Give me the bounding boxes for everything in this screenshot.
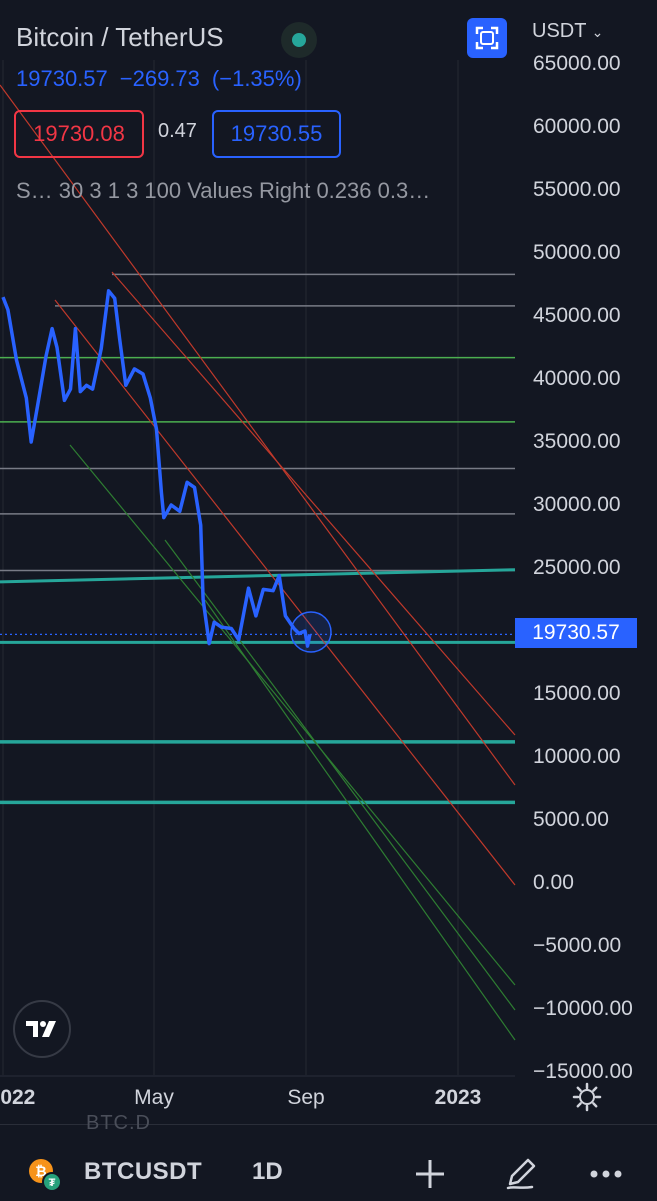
current-price-tag: 19730.57 — [515, 618, 637, 648]
price-series-line — [1, 289, 312, 648]
price-tick-label: 10000.00 — [533, 745, 621, 768]
price-tick-label: −10000.00 — [533, 997, 633, 1020]
bottom-toolbar — [0, 1124, 657, 1201]
plus-icon — [416, 1160, 444, 1188]
fullscreen-icon — [475, 26, 499, 50]
last-price-marker — [290, 611, 332, 653]
price-tick-label: 25000.00 — [533, 556, 621, 579]
time-tick-label: 2023 — [434, 1086, 482, 1109]
chart-canvas[interactable] — [0, 0, 657, 1124]
pen-icon — [506, 1158, 536, 1190]
add-button[interactable] — [410, 1154, 450, 1194]
channel-line-5 — [204, 599, 516, 1041]
channel-line-2 — [111, 271, 516, 736]
price-tick-label: 40000.00 — [533, 367, 621, 390]
svg-text:₿: ₿ — [35, 1163, 46, 1179]
drawing-tools-button[interactable] — [500, 1154, 540, 1194]
interval-selector[interactable]: 1D — [252, 1158, 283, 1185]
channel-line-3 — [69, 444, 516, 986]
fullscreen-button[interactable] — [467, 18, 507, 58]
channel-line-1 — [54, 299, 516, 886]
price-tick-label: 15000.00 — [533, 682, 621, 705]
price-change-pct: (−1.35%) — [211, 66, 302, 91]
price-tick-label: 0.00 — [533, 871, 574, 894]
more-button[interactable] — [586, 1154, 626, 1194]
indicator-legend[interactable]: S… 30 3 1 3 100 Values Right 0.236 0.3… — [16, 178, 431, 203]
price-tick-label: 45000.00 — [533, 304, 621, 327]
chevron-down-icon: ⌄ — [591, 24, 604, 40]
price-tick-label: 30000.00 — [533, 493, 621, 516]
price-tick-label: 55000.00 — [533, 178, 621, 201]
channel-line-0 — [0, 84, 516, 786]
price-tick-label: −15000.00 — [533, 1060, 633, 1083]
symbol-selector[interactable]: BTCUSDT — [84, 1158, 203, 1185]
symbol-title[interactable]: Bitcoin / TetherUS — [16, 22, 224, 52]
ghost-symbol: BTC.D — [86, 1112, 151, 1134]
more-icon — [590, 1170, 622, 1178]
price-change: −269.73 — [119, 66, 200, 91]
currency-label: USDT — [532, 20, 587, 42]
price-tick-label: 65000.00 — [533, 52, 621, 75]
price-summary: 19730.57 −269.73 (−1.35%) — [16, 66, 314, 92]
svg-text:₮: ₮ — [49, 1177, 56, 1189]
channel-line-4 — [164, 539, 516, 1011]
tradingview-logo-button[interactable] — [13, 1000, 71, 1058]
price-tick-label: 60000.00 — [533, 115, 621, 138]
status-dot-icon — [292, 33, 306, 47]
time-tick-label: 2022 — [0, 1086, 36, 1109]
price-tick-label: 5000.00 — [533, 808, 609, 831]
price-tick-label: 50000.00 — [533, 241, 621, 264]
bitcoin-icon: ₿ ₮ — [29, 1159, 62, 1192]
tradingview-logo-icon — [26, 1021, 56, 1037]
price-tick-label: 35000.00 — [533, 430, 621, 453]
spread-value: 0.47 — [158, 120, 197, 142]
sell-button[interactable]: 19730.08 — [14, 110, 144, 158]
currency-selector[interactable]: USDT ⌄ — [532, 20, 603, 43]
market-status-indicator[interactable] — [281, 22, 317, 58]
time-tick-label: Sep — [287, 1086, 325, 1109]
time-tick-label: May — [134, 1086, 174, 1109]
buy-button[interactable]: 19730.55 — [212, 110, 341, 158]
settings-icon[interactable] — [572, 1082, 602, 1112]
trend-line — [0, 568, 516, 584]
price-tick-label: −5000.00 — [533, 934, 622, 957]
last-price: 19730.57 — [16, 66, 108, 91]
